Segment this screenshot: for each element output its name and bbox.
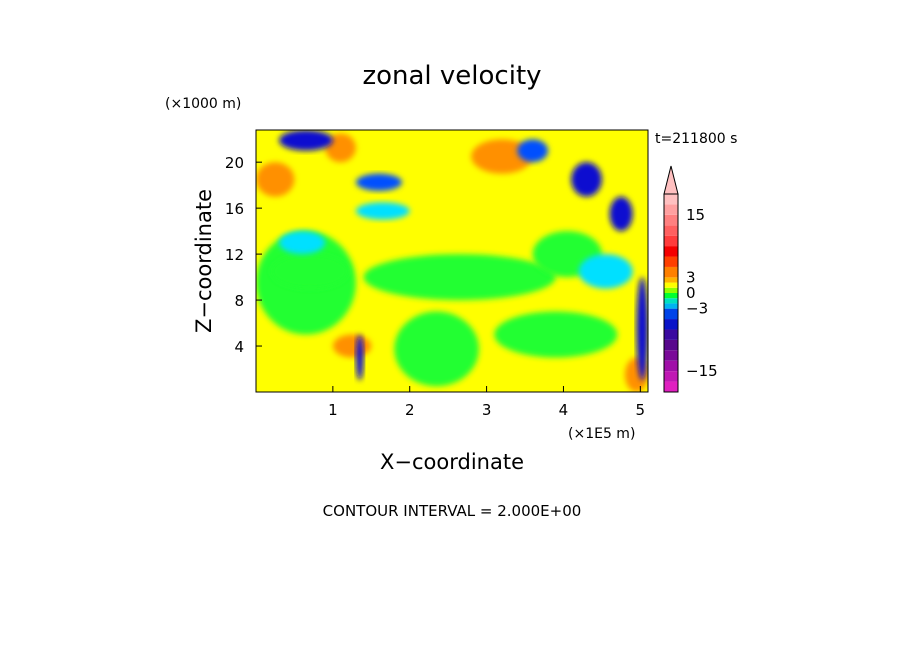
colorbar-swatch: [664, 381, 678, 392]
x-tick-label: 1: [328, 401, 338, 419]
y-tick-label: 16: [225, 200, 244, 218]
x-tick-label: 4: [559, 401, 569, 419]
x-tick-label: 5: [636, 401, 646, 419]
y-axis: 4 8 12 16 20: [225, 154, 262, 356]
chart-title: zonal velocity: [362, 61, 541, 91]
field-region: [355, 202, 410, 220]
colorbar-tick-label: 0: [686, 284, 696, 302]
field-region: [609, 196, 633, 232]
y-tick-label: 8: [234, 292, 244, 310]
field-region: [325, 133, 356, 163]
field-region: [355, 173, 403, 191]
colorbar-swatch: [664, 287, 678, 293]
field-region: [332, 334, 372, 358]
field-region: [471, 139, 533, 174]
field-region: [271, 254, 349, 289]
field-region: [636, 277, 648, 381]
colorbar-extend-arrow: [663, 165, 679, 195]
colorbar-swatch: [664, 303, 678, 309]
field-region: [578, 254, 633, 289]
colorbar-swatch: [664, 204, 678, 215]
plot-frame: [255, 129, 649, 393]
colorbar-swatch: [664, 225, 678, 236]
field-region: [279, 231, 326, 255]
colorbar-swatch: [664, 350, 678, 361]
velocity-field: [256, 130, 648, 392]
field-region: [256, 162, 295, 197]
colorbar: 15 30−3 −15: [663, 165, 718, 393]
colorbar-swatch: [664, 319, 678, 330]
x-tick-label: 3: [482, 401, 492, 419]
x-unit-label: (×1E5 m): [568, 426, 635, 442]
y-tick-label: 4: [234, 338, 244, 356]
colorbar-frame: [663, 193, 679, 393]
field-region: [571, 162, 602, 197]
colorbar-swatch: [664, 371, 678, 382]
y-unit-label: (×1000 m): [165, 96, 241, 112]
field-region: [494, 311, 618, 358]
colorbar-swatch: [664, 282, 678, 288]
y-axis-title: Z−coordinate: [192, 189, 216, 333]
x-axis: 1 2 3 4 5: [328, 386, 645, 419]
colorbar-swatch: [664, 339, 678, 351]
contour-interval-footer: CONTOUR INTERVAL = 2.000E+00: [323, 502, 582, 520]
colorbar-swatch: [664, 329, 678, 340]
field-region: [279, 130, 333, 151]
colorbar-swatch: [664, 256, 678, 267]
colorbar-swatch: [664, 298, 678, 304]
colorbar-tick-label: 3: [686, 268, 696, 286]
colorbar-swatch: [664, 194, 678, 205]
field-region: [355, 334, 364, 381]
y-tick-label: 12: [225, 246, 244, 264]
field-region: [517, 139, 549, 163]
x-tick-label: 2: [405, 401, 415, 419]
colorbar-swatch: [664, 293, 678, 299]
x-axis-title: X−coordinate: [380, 450, 524, 474]
colorbar-tick-label: 15: [686, 206, 705, 224]
colorbar-swatch: [664, 235, 678, 247]
colorbar-tick-label: −3: [686, 300, 708, 318]
time-label: t=211800 s: [655, 131, 737, 147]
colorbar-swatch: [664, 360, 678, 372]
colorbar-swatch: [664, 214, 678, 226]
y-tick-label: 20: [225, 154, 244, 172]
colorbar-swatch: [664, 308, 678, 320]
colorbar-tick-label: −15: [686, 362, 718, 380]
field-region: [394, 311, 479, 387]
colorbar-swatch: [664, 246, 678, 257]
field-region: [363, 254, 556, 301]
colorbar-swatch: [664, 266, 678, 278]
colorbar-swatch: [664, 277, 678, 283]
